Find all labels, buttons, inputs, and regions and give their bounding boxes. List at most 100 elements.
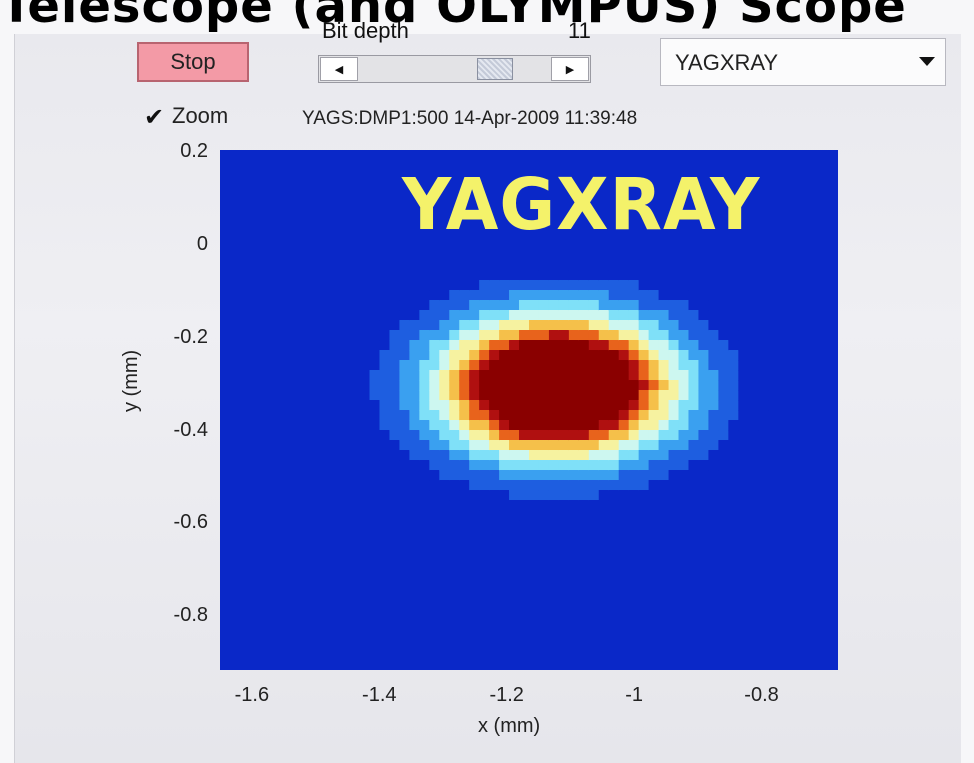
- heatmap-cell: [499, 320, 510, 331]
- heatmap-cell: [399, 340, 410, 351]
- heatmap-cell: [538, 420, 550, 431]
- heatmap-cell: [459, 390, 470, 401]
- slider-thumb[interactable]: [477, 58, 514, 80]
- heatmap-cell: [728, 340, 739, 351]
- heatmap-cell: [439, 470, 450, 481]
- heatmap-cell: [608, 420, 620, 431]
- heatmap-cell: [548, 330, 560, 341]
- heatmap-cell: [608, 330, 620, 341]
- heatmap-cell: [499, 290, 510, 301]
- heatmap-cell: [499, 330, 510, 341]
- heatmap-cell: [618, 390, 630, 401]
- heatmap-cell: [439, 390, 450, 401]
- heatmap-cell: [678, 410, 690, 421]
- heatmap-cell: [529, 390, 540, 401]
- heatmap-cell: [499, 460, 510, 471]
- heatmap-cell: [479, 310, 490, 321]
- heatmap-cell: [758, 420, 769, 431]
- heatmap-cell: [469, 290, 480, 301]
- heatmap-cell: [529, 330, 540, 341]
- heatmap-cell: [479, 420, 490, 431]
- slider-left-arrow-icon[interactable]: ◀: [320, 57, 358, 81]
- heatmap-cell: [469, 470, 480, 481]
- heatmap-cell: [698, 330, 710, 341]
- heatmap-cell: [588, 280, 600, 291]
- heatmap-cell: [538, 330, 550, 341]
- heatmap-cell: [698, 400, 710, 411]
- heatmap-cell: [748, 430, 759, 441]
- heatmap-cell: [658, 470, 670, 481]
- heatmap-cell: [499, 260, 510, 271]
- heatmap-cell: [489, 340, 500, 351]
- heatmap-cell: [558, 380, 570, 391]
- heatmap-cell: [529, 350, 540, 361]
- heatmap-cell: [728, 370, 739, 381]
- heatmap-cell: [578, 510, 590, 521]
- heatmap-cell: [598, 440, 610, 451]
- heatmap-cell: [469, 300, 480, 311]
- heatmap-cell: [548, 490, 560, 501]
- heatmap-cell: [459, 490, 470, 501]
- heatmap-cell: [479, 390, 490, 401]
- stop-button[interactable]: Stop: [137, 42, 249, 82]
- heatmap-cell: [658, 370, 670, 381]
- heatmap-cell: [668, 370, 680, 381]
- heatmap-cell: [588, 410, 600, 421]
- heatmap-cell: [429, 390, 440, 401]
- heatmap-cell: [718, 390, 729, 401]
- heatmap-cell: [359, 360, 371, 371]
- heatmap-cell: [558, 490, 570, 501]
- heatmap-cell: [479, 370, 490, 381]
- heatmap-cell: [339, 400, 351, 411]
- heatmap-cell: [618, 270, 630, 281]
- heatmap-cell: [509, 490, 520, 501]
- camera-select-dropdown[interactable]: YAGXRAY: [660, 38, 946, 86]
- heatmap-cell: [439, 350, 450, 361]
- heatmap-cell: [678, 360, 690, 371]
- heatmap-cell: [628, 440, 640, 451]
- heatmap-cell: [509, 350, 520, 361]
- chevron-down-icon[interactable]: [919, 57, 935, 66]
- heatmap-cell: [758, 360, 769, 371]
- heatmap-cell: [439, 280, 450, 291]
- heatmap-cell: [668, 400, 680, 411]
- heatmap-cell: [459, 480, 470, 491]
- heatmap-cell: [688, 340, 700, 351]
- heatmap-cell: [618, 500, 630, 511]
- heatmap-cell: [399, 460, 410, 471]
- heatmap-cell: [668, 310, 680, 321]
- heatmap-cell: [379, 460, 391, 471]
- heatmap-cell: [538, 430, 550, 441]
- heatmap-cell: [738, 400, 749, 411]
- x-tick-label: -1.2: [489, 684, 524, 706]
- heatmap-cell: [558, 400, 570, 411]
- bit-depth-slider[interactable]: ◀ ▶: [318, 55, 591, 83]
- heatmap-cell: [618, 470, 630, 481]
- heatmap-cell: [628, 500, 640, 511]
- heatmap-cell: [628, 260, 640, 271]
- heatmap-cell: [688, 370, 700, 381]
- heatmap-cell: [399, 310, 410, 321]
- heatmap-cell: [449, 320, 460, 331]
- plot-overlay-label: YAGXRAY: [402, 164, 761, 247]
- heatmap-cell: [658, 340, 670, 351]
- heatmap-cell: [698, 350, 710, 361]
- heatmap-cell: [489, 450, 500, 461]
- heatmap-cell: [469, 360, 480, 371]
- heatmap-cell: [509, 420, 520, 431]
- heatmap-cell: [479, 290, 490, 301]
- heatmap-cell: [359, 340, 371, 351]
- heatmap-cell: [509, 290, 520, 301]
- heatmap-cell: [728, 320, 739, 331]
- heatmap-cell: [509, 470, 520, 481]
- slider-right-arrow-icon[interactable]: ▶: [551, 57, 589, 81]
- heatmap-cell: [588, 320, 600, 331]
- heatmap-cell: [618, 350, 630, 361]
- heatmap-cell: [489, 290, 500, 301]
- heatmap-cell: [389, 340, 401, 351]
- heatmap-cell: [648, 400, 660, 411]
- heatmap-cell: [379, 310, 391, 321]
- heatmap-cell: [369, 420, 381, 431]
- heatmap-cell: [449, 280, 460, 291]
- zoom-checkbox[interactable]: ✔: [143, 104, 165, 131]
